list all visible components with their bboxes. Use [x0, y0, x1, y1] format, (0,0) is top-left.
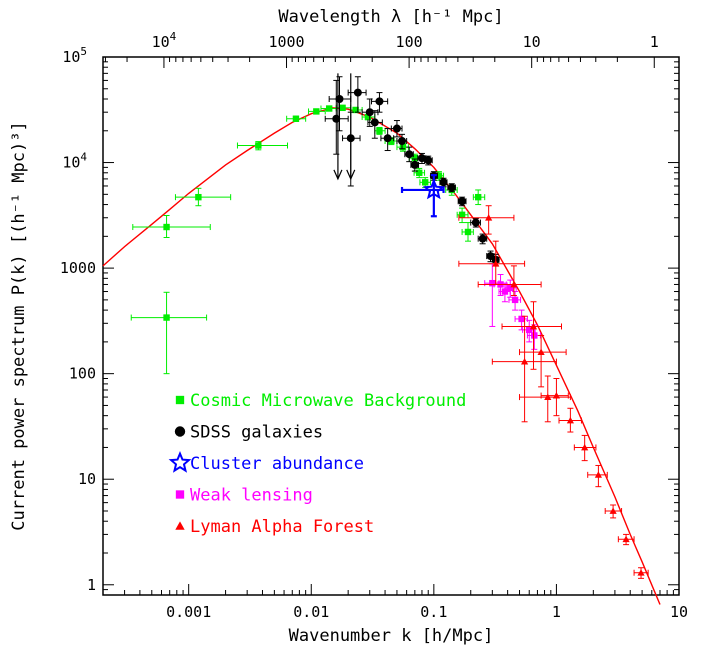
- top-tick-label: 100: [396, 33, 423, 51]
- data-point: [383, 134, 392, 143]
- data-marks: [130, 73, 649, 579]
- data-point: [398, 137, 407, 146]
- data-point: [537, 348, 545, 355]
- data-point: [447, 183, 456, 192]
- data-point: [399, 143, 407, 151]
- data-point: [501, 288, 509, 295]
- data-point: [529, 322, 538, 330]
- data-point: [388, 137, 395, 145]
- data-point: [325, 105, 333, 112]
- data-point: [566, 416, 574, 424]
- data-point: [474, 193, 482, 201]
- x-tick-label: 1: [552, 603, 561, 621]
- top-axis-title: Wavelength λ [h⁻¹ Mpc]: [278, 7, 503, 27]
- y-tick-label: 10: [78, 470, 96, 488]
- data-point: [335, 95, 344, 104]
- data-point: [507, 284, 514, 292]
- data-point: [609, 507, 617, 514]
- x-axis-title: Wavenumber k [h/Mpc]: [289, 626, 494, 646]
- data-point: [544, 393, 552, 400]
- data-point: [526, 326, 533, 334]
- axis-ticks: [102, 56, 680, 596]
- data-point: [195, 193, 202, 201]
- data-point: [255, 142, 262, 149]
- data-point: [520, 358, 529, 365]
- data-point: [511, 296, 519, 304]
- upper-limit-arrow: [333, 169, 343, 181]
- legend: Cosmic Microwave Background SDSS galaxies…: [168, 391, 466, 537]
- series-lyman-alpha-forest: [458, 205, 649, 579]
- data-point: [489, 279, 496, 287]
- top-tick-label: 1: [650, 33, 659, 51]
- top-tick-label: 1000: [268, 33, 304, 51]
- data-point: [352, 106, 359, 114]
- data-point: [392, 124, 401, 133]
- legend-label: Cosmic Microwave Background: [190, 391, 466, 411]
- data-point: [458, 197, 467, 206]
- x-tick-label: 0.001: [166, 603, 211, 621]
- data-point: [313, 108, 320, 115]
- data-point: [417, 154, 426, 163]
- legend-label: SDSS galaxies: [190, 423, 323, 443]
- data-point: [424, 156, 433, 165]
- x-tick-label: 10: [670, 603, 688, 621]
- y-tick-label: 1: [87, 576, 96, 594]
- data-point: [622, 535, 630, 543]
- data-point: [163, 223, 170, 231]
- data-point: [163, 314, 170, 321]
- data-point: [364, 113, 372, 121]
- data-point: [471, 218, 480, 227]
- legend-label: Lyman Alpha Forest: [190, 517, 374, 537]
- x-tick-label: 0.1: [420, 603, 447, 621]
- x-tick-label: 0.01: [293, 603, 329, 621]
- data-point: [464, 228, 472, 236]
- data-point: [365, 108, 374, 117]
- legend-marker: [174, 426, 186, 437]
- axis-tick-labels: 0.001 0.01 0.1 1 10 1 10 100 1000 104 105 104 1000 10…: [60, 30, 688, 621]
- top-tick-label: 104: [152, 30, 177, 51]
- data-point: [510, 280, 518, 288]
- data-point: [478, 234, 487, 243]
- data-point: [376, 127, 383, 134]
- legend-marker: [168, 451, 192, 473]
- series-sdss-galaxies: [324, 73, 500, 267]
- data-point: [411, 154, 419, 162]
- data-point: [637, 569, 645, 576]
- y-tick-label: 105: [62, 45, 87, 66]
- data-point: [531, 332, 538, 339]
- legend-label: Weak lensing: [190, 486, 313, 506]
- legend-marker: [175, 521, 185, 530]
- data-point: [518, 315, 525, 323]
- data-point: [339, 104, 346, 112]
- data-point: [416, 169, 423, 176]
- data-point: [370, 118, 379, 127]
- data-point: [552, 391, 561, 399]
- data-point: [492, 260, 500, 267]
- y-tick-label: 1000: [60, 259, 96, 277]
- data-point: [439, 178, 448, 187]
- top-tick-label: 10: [523, 33, 541, 51]
- upper-limit-arrow: [346, 169, 356, 181]
- y-tick-label: 100: [69, 365, 96, 383]
- data-point: [405, 150, 414, 159]
- data-point: [581, 443, 589, 451]
- data-point: [375, 97, 384, 106]
- data-point: [422, 178, 445, 200]
- data-point: [435, 172, 443, 179]
- legend-marker: [175, 395, 185, 405]
- plot-frame: [102, 56, 680, 596]
- y-tick-label: 104: [62, 151, 87, 172]
- legend-marker: [175, 490, 185, 499]
- series-cluster-abundance: [400, 174, 445, 218]
- legend-label: Cluster abundance: [190, 454, 364, 474]
- data-point: [458, 211, 466, 218]
- data-point: [485, 214, 493, 221]
- data-point: [410, 160, 419, 169]
- data-point: [353, 88, 362, 97]
- data-point: [421, 179, 429, 186]
- data-point: [292, 115, 300, 122]
- y-axis-title: Current power spectrum P(k) [(h⁻¹ Mpc)³]: [9, 121, 29, 530]
- data-point: [594, 471, 602, 478]
